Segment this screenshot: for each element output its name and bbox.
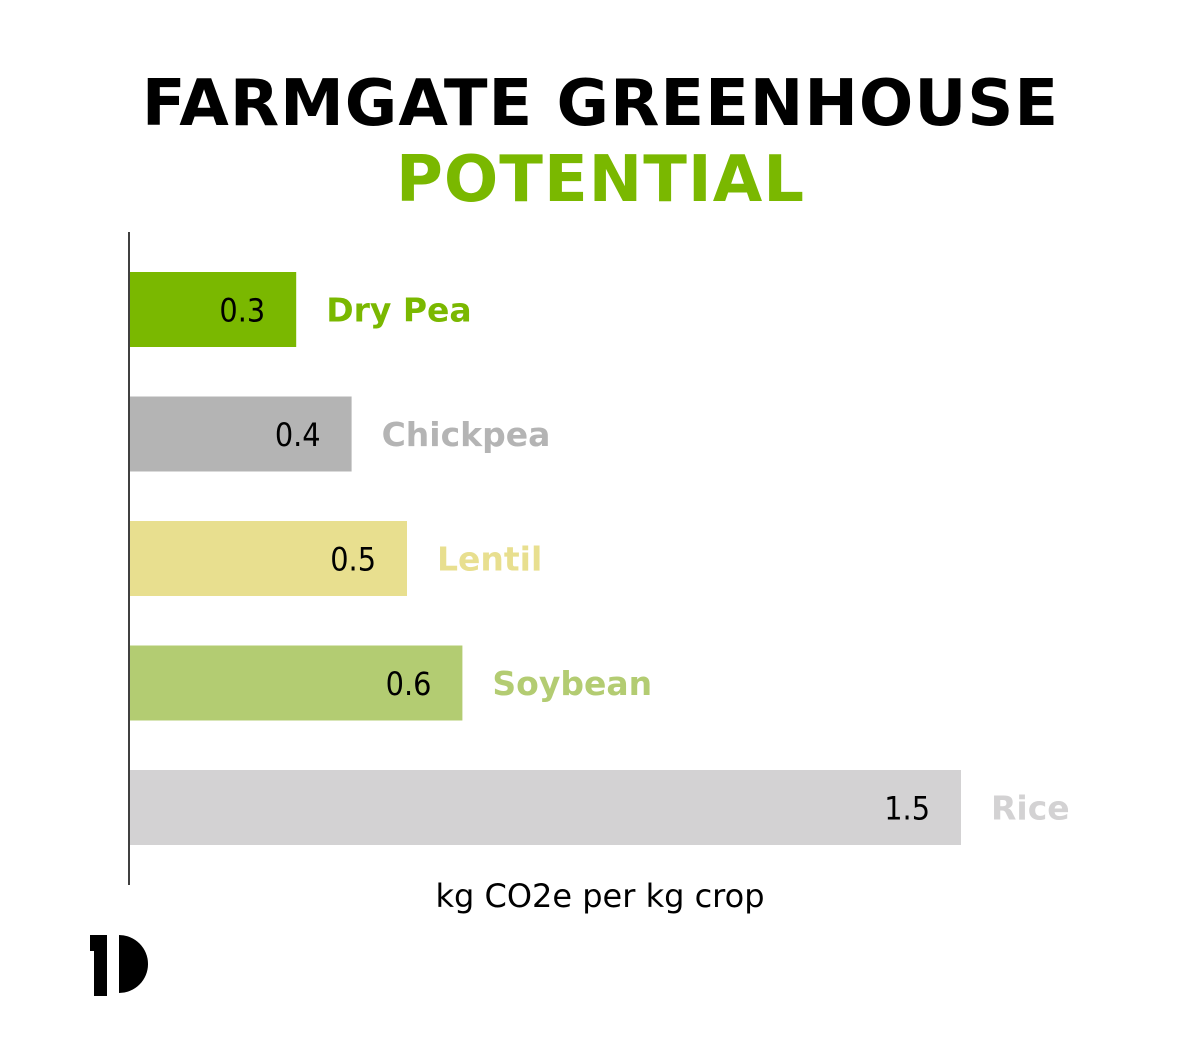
bar-value-label-soybean: 0.6 xyxy=(386,665,432,703)
bar-chickpea xyxy=(130,396,352,472)
bar-value-label-dry-pea: 0.3 xyxy=(219,292,265,330)
category-label-rice: Rice xyxy=(991,789,1070,828)
chart-title-line-2: POTENTIAL xyxy=(395,143,806,217)
category-label-chickpea: Chickpea xyxy=(382,415,551,454)
category-label-lentil: Lentil xyxy=(437,540,542,579)
bar-rice xyxy=(130,770,961,845)
category-label-soybean: Soybean xyxy=(492,664,652,703)
chart-title-line-1: FARMGATE GREENHOUSE xyxy=(141,67,1060,141)
bar-lentil xyxy=(130,521,407,596)
bar-value-label-rice: 1.5 xyxy=(884,790,930,828)
bars-group: 0.3 Dry Pea 0.4 Chickpea 0.5 Lentil 0.6 Soybean… xyxy=(130,272,1070,845)
x-axis-label: kg CO2e per kg crop xyxy=(435,877,764,915)
bar-value-label-lentil: 0.5 xyxy=(330,541,376,579)
category-label-dry-pea: Dry Pea xyxy=(326,291,472,330)
bar-soybean xyxy=(130,645,463,721)
p-logo-icon xyxy=(90,935,149,996)
bar-dry-pea xyxy=(130,272,297,347)
bar-value-label-chickpea: 0.4 xyxy=(275,416,321,454)
